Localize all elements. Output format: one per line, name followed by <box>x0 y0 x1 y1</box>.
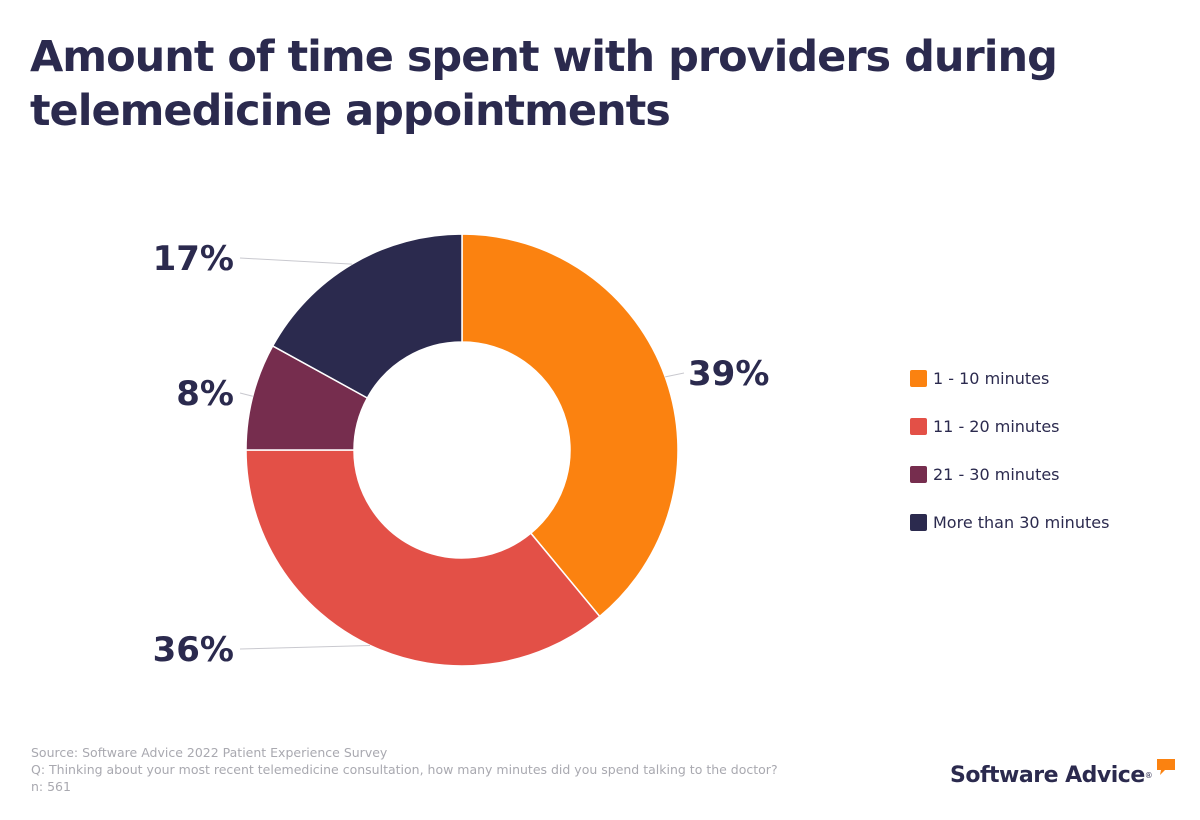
brand-name: Software Advice <box>950 762 1145 788</box>
legend-swatch <box>910 369 927 387</box>
legend-item-more-than-30-minutes: More than 30 minutes <box>910 510 1170 534</box>
donut-slice-2 <box>245 449 601 667</box>
data-labels: 39% 36% 8% 17% <box>153 239 770 670</box>
legend-label: 1 - 10 minutes <box>933 368 1050 388</box>
registered-mark: ® <box>1144 770 1153 780</box>
data-label-4: 17% <box>153 239 234 279</box>
legend-item-11-20-minutes: 11 - 20 minutes <box>910 414 1170 438</box>
legend-item-21-30-minutes: 21 - 30 minutes <box>910 462 1170 486</box>
speech-bubble-icon <box>1156 759 1175 775</box>
source-note: Source: Software Advice 2022 Patient Exp… <box>31 745 388 760</box>
data-label-1: 39% <box>688 354 769 394</box>
leader-line-4 <box>239 257 353 265</box>
legend-swatch <box>910 417 927 435</box>
legend-swatch <box>910 513 927 531</box>
donut-slice-1 <box>461 233 679 618</box>
donut-slices <box>245 233 679 667</box>
chart-footer: Source: Software Advice 2022 Patient Exp… <box>31 744 851 795</box>
survey-question: Q: Thinking about your most recent telem… <box>31 762 778 777</box>
leader-line-2 <box>239 644 371 650</box>
legend-item-1-10-minutes: 1 - 10 minutes <box>910 366 1170 390</box>
donut-slice-4 <box>271 233 463 399</box>
legend-label: 11 - 20 minutes <box>933 416 1060 436</box>
leader-line-1 <box>665 372 685 378</box>
leader-lines <box>239 257 685 650</box>
legend: 1 - 10 minutes 11 - 20 minutes 21 - 30 m… <box>910 366 1170 558</box>
data-label-2: 36% <box>153 630 234 670</box>
chart-title: Amount of time spent with providers duri… <box>30 32 1058 136</box>
legend-swatch <box>910 465 927 483</box>
brand-logo: Software Advice ® <box>950 758 1177 792</box>
legend-label: 21 - 30 minutes <box>933 464 1060 484</box>
leader-line-3 <box>239 392 253 397</box>
legend-label: More than 30 minutes <box>933 512 1110 532</box>
data-label-3: 8% <box>176 374 234 414</box>
sample-size: n: 561 <box>31 779 71 794</box>
